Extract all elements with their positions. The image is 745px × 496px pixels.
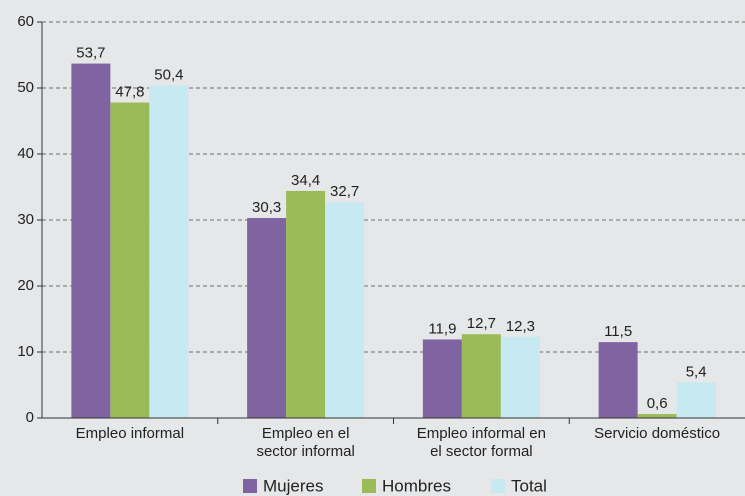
bar (422, 339, 462, 418)
bar (71, 63, 111, 419)
value-label: 53,7 (76, 45, 105, 62)
value-label: 34,4 (291, 172, 320, 189)
bar (247, 218, 287, 418)
legend-swatch (491, 479, 505, 493)
legend-swatch (243, 479, 257, 493)
y-tick-label: 60 (17, 13, 34, 30)
bar (149, 85, 189, 419)
value-label: 32,7 (330, 183, 359, 200)
bar (500, 336, 540, 418)
y-tick-label: 20 (17, 277, 34, 294)
legend-label: Hombres (382, 476, 451, 495)
value-label: 12,7 (467, 315, 496, 332)
value-label: 47,8 (115, 83, 144, 100)
x-tick-label: Servicio doméstico (594, 425, 720, 442)
value-label: 12,3 (506, 318, 535, 335)
value-label: 30,3 (252, 199, 281, 216)
bar (110, 102, 150, 419)
value-label: 50,4 (154, 66, 183, 83)
x-tick-label: Empleo informal (76, 425, 184, 442)
x-tick-label: Empleo informal en el sector formal (417, 425, 546, 460)
legend-swatch (362, 479, 376, 493)
bar (637, 414, 677, 418)
bar (286, 190, 326, 418)
value-label: 11,5 (604, 323, 632, 340)
y-tick-label: 10 (17, 343, 34, 360)
bar (461, 334, 501, 418)
value-label: 5,4 (686, 363, 707, 380)
value-label: 0,6 (647, 395, 668, 412)
bar (676, 382, 716, 418)
legend-label: Total (511, 476, 547, 495)
value-label: 11,9 (428, 320, 456, 337)
y-tick-label: 0 (26, 409, 34, 426)
bar (598, 342, 638, 418)
y-tick-label: 50 (17, 79, 34, 96)
bar (325, 202, 365, 418)
x-tick-label: Empleo en el sector informal (256, 425, 354, 460)
y-tick-label: 30 (17, 211, 34, 228)
legend-label: Mujeres (263, 476, 323, 495)
y-tick-label: 40 (17, 145, 34, 162)
